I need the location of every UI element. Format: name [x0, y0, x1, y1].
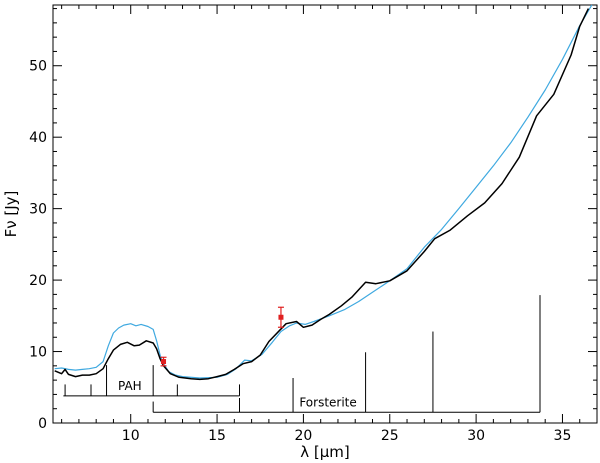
axes-group: 10 15 20 25 30 35 0 10 20 30 40 50 λ [μm] Fν [Jy]	[2, 5, 598, 461]
x-tick-label: 30	[467, 428, 485, 444]
series-line-1	[54, 4, 593, 379]
y-axis-label: Fν [Jy]	[2, 191, 20, 238]
plot-frame-group	[52, 4, 598, 424]
error-marker	[161, 359, 167, 365]
y-tick-label: 30	[29, 202, 47, 218]
series-line-2	[54, 8, 590, 381]
feature-annotation-2: Forsterite	[152, 295, 541, 413]
x-tick-label: 20	[294, 428, 312, 444]
y-tick-label: 50	[29, 59, 47, 75]
error-point	[160, 356, 167, 367]
x-tick-label: 25	[381, 428, 399, 444]
x-tick-label: 15	[208, 428, 226, 444]
x-axis-label: λ [μm]	[300, 443, 350, 461]
y-tick-label: 40	[29, 130, 47, 146]
y-tick-label: 20	[29, 273, 47, 289]
series-group	[54, 4, 593, 381]
feature-label: PAH	[118, 379, 142, 393]
plot-frame	[52, 4, 598, 424]
feature-label: Forsterite	[299, 395, 356, 409]
annotations-group: PAH Forsterite	[63, 295, 541, 413]
x-tick-label: 10	[122, 428, 140, 444]
feature-annotation-1: PAH	[63, 365, 241, 397]
y-tick-label: 0	[38, 416, 47, 432]
x-tick-label: 35	[554, 428, 572, 444]
y-tick-label: 10	[29, 345, 47, 361]
error-marker	[278, 314, 284, 320]
error-point	[277, 306, 284, 328]
error-points-group	[160, 306, 284, 367]
